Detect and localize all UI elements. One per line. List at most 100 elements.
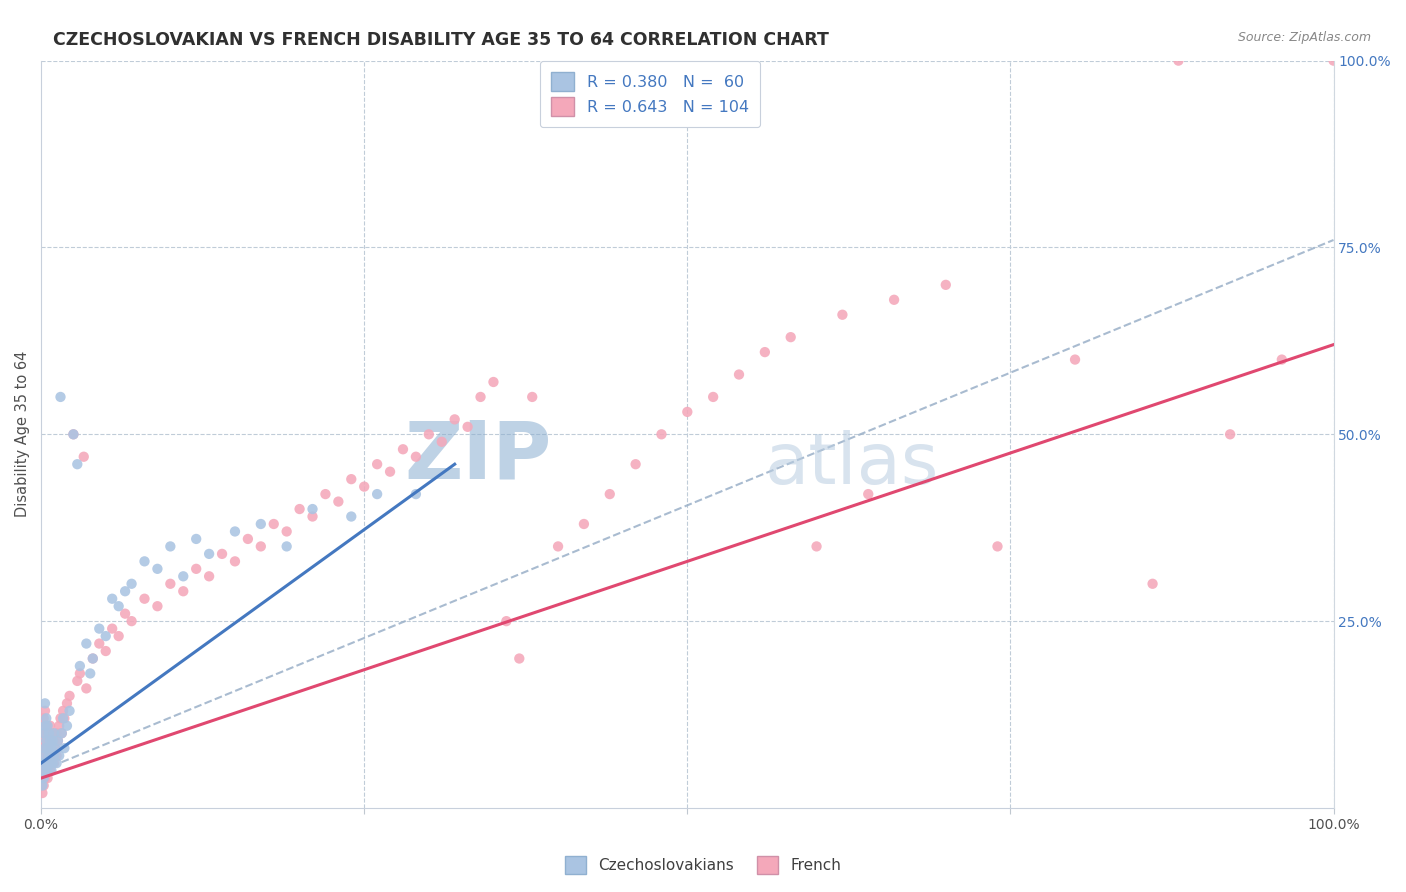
Point	[624, 457, 647, 471]
Point	[42, 733, 65, 747]
Point	[69, 666, 91, 681]
Point	[276, 524, 298, 539]
Point	[34, 726, 56, 740]
Point	[779, 330, 801, 344]
Point	[34, 771, 56, 785]
Point	[508, 651, 530, 665]
Point	[51, 726, 73, 740]
Point	[599, 487, 621, 501]
Point	[224, 524, 246, 539]
Point	[42, 748, 65, 763]
Point	[35, 764, 58, 778]
Point	[754, 345, 776, 359]
Point	[405, 487, 427, 501]
Point	[41, 741, 63, 756]
Point	[41, 756, 63, 771]
Point	[650, 427, 672, 442]
Point	[46, 733, 69, 747]
Point	[38, 756, 60, 771]
Point	[405, 450, 427, 464]
Point	[107, 629, 129, 643]
Point	[986, 540, 1008, 554]
Point	[37, 741, 59, 756]
Point	[31, 779, 53, 793]
Point	[52, 704, 75, 718]
Point	[35, 719, 58, 733]
Point	[53, 741, 76, 756]
Point	[32, 726, 55, 740]
Point	[728, 368, 751, 382]
Point	[51, 726, 73, 740]
Point	[66, 457, 89, 471]
Point	[42, 726, 65, 740]
Point	[37, 726, 59, 740]
Point	[75, 681, 97, 696]
Point	[107, 599, 129, 614]
Point	[134, 591, 156, 606]
Point	[418, 427, 440, 442]
Point	[94, 629, 117, 643]
Point	[34, 704, 56, 718]
Point	[430, 434, 453, 449]
Point	[1064, 352, 1087, 367]
Point	[41, 733, 63, 747]
Point	[39, 764, 62, 778]
Point	[41, 764, 63, 778]
Point	[34, 764, 56, 778]
Point	[883, 293, 905, 307]
Text: Source: ZipAtlas.com: Source: ZipAtlas.com	[1237, 31, 1371, 45]
Point	[353, 480, 375, 494]
Point	[37, 764, 59, 778]
Point	[58, 689, 80, 703]
Point	[1271, 352, 1294, 367]
Point	[522, 390, 544, 404]
Point	[935, 277, 957, 292]
Point	[340, 509, 363, 524]
Text: CZECHOSLOVAKIAN VS FRENCH DISABILITY AGE 35 TO 64 CORRELATION CHART: CZECHOSLOVAKIAN VS FRENCH DISABILITY AGE…	[53, 31, 830, 49]
Point	[328, 494, 350, 508]
Point	[66, 673, 89, 688]
Point	[250, 540, 273, 554]
Point	[48, 748, 70, 763]
Point	[831, 308, 853, 322]
Point	[236, 532, 259, 546]
Point	[45, 748, 67, 763]
Point	[89, 622, 111, 636]
Point	[38, 733, 60, 747]
Point	[31, 764, 53, 778]
Point	[35, 741, 58, 756]
Point	[114, 607, 136, 621]
Point	[45, 756, 67, 771]
Point	[211, 547, 233, 561]
Point	[1142, 576, 1164, 591]
Point	[35, 733, 58, 747]
Point	[224, 554, 246, 568]
Point	[56, 697, 79, 711]
Point	[172, 569, 194, 583]
Point	[32, 733, 55, 747]
Point	[39, 741, 62, 756]
Point	[52, 711, 75, 725]
Point	[79, 666, 101, 681]
Point	[495, 614, 517, 628]
Point	[340, 472, 363, 486]
Point	[44, 741, 66, 756]
Point	[301, 509, 323, 524]
Point	[62, 427, 84, 442]
Point	[702, 390, 724, 404]
Point	[159, 576, 181, 591]
Point	[392, 442, 415, 457]
Point	[366, 457, 388, 471]
Point	[101, 622, 124, 636]
Point	[45, 726, 67, 740]
Point	[37, 771, 59, 785]
Point	[547, 540, 569, 554]
Point	[34, 697, 56, 711]
Point	[276, 540, 298, 554]
Point	[159, 540, 181, 554]
Text: ZIP: ZIP	[405, 417, 551, 496]
Point	[32, 779, 55, 793]
Point	[38, 748, 60, 763]
Point	[114, 584, 136, 599]
Point	[470, 390, 492, 404]
